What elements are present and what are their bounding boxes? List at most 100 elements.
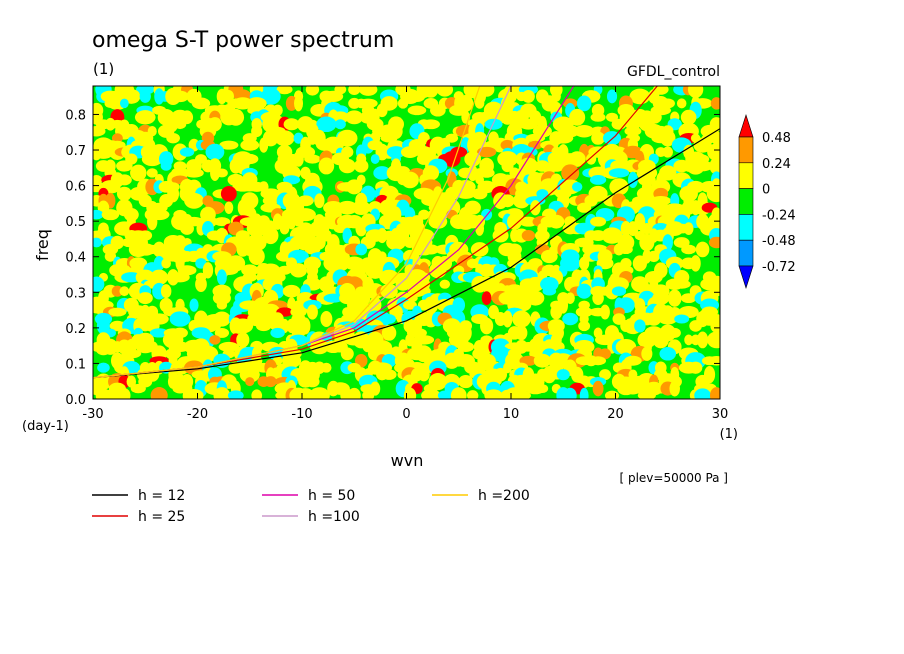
field-patch	[337, 200, 358, 215]
field-patch	[563, 387, 577, 399]
field-patch	[578, 320, 591, 332]
field-patch	[282, 284, 301, 298]
field-patch	[652, 331, 669, 349]
field-patch	[591, 131, 605, 145]
colorbar-label: -0.24	[762, 208, 796, 223]
field-patch	[474, 98, 485, 109]
legend-label: h = 25	[138, 509, 185, 525]
y-tick-label: 0.5	[65, 215, 86, 230]
field-patch	[484, 118, 503, 130]
field-patch	[439, 279, 451, 289]
field-patch	[290, 263, 307, 278]
field-patch	[310, 339, 329, 355]
field-patch	[507, 213, 522, 230]
field-patch	[316, 116, 337, 133]
field-patch	[184, 388, 204, 399]
field-patch	[147, 213, 158, 231]
field-patch	[304, 154, 321, 164]
field-patch	[129, 257, 148, 270]
x-tick-label: 0	[402, 407, 410, 422]
field-patch	[533, 353, 551, 368]
field-patch	[707, 143, 720, 161]
field-patch	[119, 286, 130, 297]
field-patch	[191, 97, 211, 110]
field-patch	[305, 375, 320, 388]
field-patch	[500, 194, 515, 208]
field-patch	[220, 185, 237, 202]
field-patch	[285, 95, 298, 111]
field-patch	[599, 348, 612, 360]
colorbar-label: 0.48	[762, 131, 791, 146]
field-patch	[166, 132, 180, 144]
field-patch	[213, 387, 231, 399]
x-tick-label: 30	[712, 407, 729, 422]
field-patch	[318, 157, 335, 175]
field-patch	[672, 279, 691, 289]
field-patch	[358, 86, 378, 96]
field-patch	[615, 338, 637, 355]
field-patch	[478, 168, 495, 178]
field-patch	[540, 249, 558, 264]
field-patch	[116, 174, 132, 186]
field-patch	[320, 311, 333, 328]
field-patch	[576, 283, 592, 299]
field-patch	[236, 332, 250, 348]
field-patch	[484, 389, 503, 399]
field-patch	[512, 193, 530, 209]
field-patch	[334, 119, 346, 130]
field-patch	[401, 171, 419, 189]
field-patch	[464, 151, 482, 167]
field-patch	[710, 319, 720, 333]
field-patch	[421, 119, 440, 130]
field-patch	[592, 291, 604, 305]
x-tick-label: 20	[607, 407, 624, 422]
field-patch	[347, 387, 361, 399]
x-axis-units: (1)	[720, 427, 738, 442]
field-patch	[161, 258, 171, 269]
field-patch	[561, 164, 580, 182]
field-patch	[208, 321, 221, 331]
field-patch	[534, 229, 550, 242]
field-patch	[262, 195, 279, 206]
field-patch	[170, 272, 190, 283]
field-patch	[619, 244, 633, 255]
field-patch	[437, 390, 452, 399]
field-patch	[693, 137, 712, 153]
field-patch	[707, 331, 720, 349]
field-patch	[625, 118, 641, 130]
field-patch	[692, 160, 713, 172]
field-patch	[130, 164, 147, 182]
colorbar-swatch	[738, 188, 754, 215]
field-patch	[430, 104, 446, 117]
y-tick-label: 0.2	[65, 322, 86, 337]
field-patch	[209, 335, 221, 345]
colorbar-swatch	[738, 214, 754, 241]
y-tick-label: 0.7	[65, 144, 86, 159]
field-patch	[683, 222, 694, 235]
field-patch	[386, 146, 406, 159]
field-patch	[248, 247, 265, 266]
field-patch	[180, 222, 194, 235]
field-patch	[218, 341, 240, 352]
field-patch	[184, 192, 204, 209]
field-patch	[632, 255, 647, 272]
field-patch	[355, 220, 367, 237]
field-patch	[358, 98, 378, 109]
field-patch	[276, 86, 293, 95]
field-patch	[340, 347, 354, 361]
field-patch	[287, 213, 297, 230]
field-patch	[216, 88, 228, 105]
field-patch	[687, 86, 704, 99]
field-patch	[577, 202, 592, 213]
field-patch	[232, 97, 254, 110]
field-patch	[606, 89, 618, 104]
field-patch	[568, 151, 586, 167]
field-patch	[403, 387, 417, 399]
field-patch	[707, 355, 720, 366]
field-patch	[428, 214, 448, 229]
field-patch	[608, 168, 630, 178]
field-patch	[528, 140, 543, 150]
field-patch	[590, 112, 606, 122]
field-patch	[457, 341, 475, 352]
